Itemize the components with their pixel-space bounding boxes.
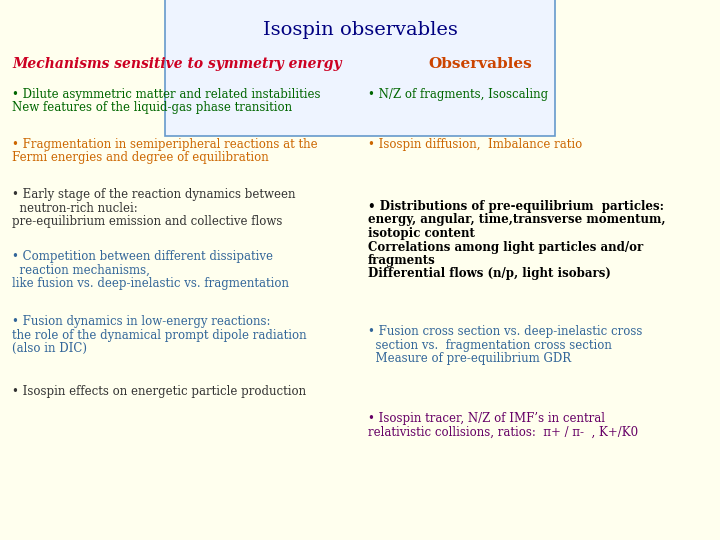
Text: the role of the dynamical prompt dipole radiation: the role of the dynamical prompt dipole …	[12, 328, 307, 341]
Text: relativistic collisions, ratios:  π+ / π-  , K+/K0: relativistic collisions, ratios: π+ / π-…	[368, 426, 638, 438]
Text: (also in DIC): (also in DIC)	[12, 342, 87, 355]
Text: Mechanisms sensitive to symmetry energy: Mechanisms sensitive to symmetry energy	[12, 57, 341, 71]
Text: • Fusion dynamics in low-energy reactions:: • Fusion dynamics in low-energy reaction…	[12, 315, 271, 328]
Text: pre-equilibrium emission and collective flows: pre-equilibrium emission and collective …	[12, 215, 282, 228]
Text: • Fusion cross section vs. deep-inelastic cross: • Fusion cross section vs. deep-inelasti…	[368, 325, 642, 338]
Text: • Distributions of pre-equilibrium  particles:: • Distributions of pre-equilibrium parti…	[368, 200, 664, 213]
Text: Measure of pre-equilibrium GDR: Measure of pre-equilibrium GDR	[368, 352, 571, 365]
Text: isotopic content: isotopic content	[368, 227, 475, 240]
Text: • N/Z of fragments, Isoscaling: • N/Z of fragments, Isoscaling	[368, 88, 548, 101]
Text: neutron-rich nuclei:: neutron-rich nuclei:	[12, 201, 138, 214]
Text: Differential flows (n/p, light isobars): Differential flows (n/p, light isobars)	[368, 267, 611, 280]
Text: New features of the liquid-gas phase transition: New features of the liquid-gas phase tra…	[12, 102, 292, 114]
Text: • Fragmentation in semiperipheral reactions at the: • Fragmentation in semiperipheral reacti…	[12, 138, 318, 151]
Text: • Dilute asymmetric matter and related instabilities: • Dilute asymmetric matter and related i…	[12, 88, 320, 101]
Text: • Competition between different dissipative: • Competition between different dissipat…	[12, 250, 273, 263]
Text: section vs.  fragmentation cross section: section vs. fragmentation cross section	[368, 339, 612, 352]
Text: • Early stage of the reaction dynamics between: • Early stage of the reaction dynamics b…	[12, 188, 295, 201]
Text: energy, angular, time,transverse momentum,: energy, angular, time,transverse momentu…	[368, 213, 665, 226]
Text: reaction mechanisms,: reaction mechanisms,	[12, 264, 150, 276]
Text: fragments: fragments	[368, 254, 436, 267]
Text: Isospin observables: Isospin observables	[263, 21, 457, 39]
Text: Correlations among light particles and/or: Correlations among light particles and/o…	[368, 240, 643, 253]
Text: Fermi energies and degree of equilibration: Fermi energies and degree of equilibrati…	[12, 152, 269, 165]
Text: • Isospin effects on energetic particle production: • Isospin effects on energetic particle …	[12, 385, 306, 398]
Text: • Isospin tracer, N/Z of IMF’s in central: • Isospin tracer, N/Z of IMF’s in centra…	[368, 412, 605, 425]
Text: • Isospin diffusion,  Imbalance ratio: • Isospin diffusion, Imbalance ratio	[368, 138, 582, 151]
Text: Observables: Observables	[428, 57, 532, 71]
Text: like fusion vs. deep-inelastic vs. fragmentation: like fusion vs. deep-inelastic vs. fragm…	[12, 277, 289, 290]
